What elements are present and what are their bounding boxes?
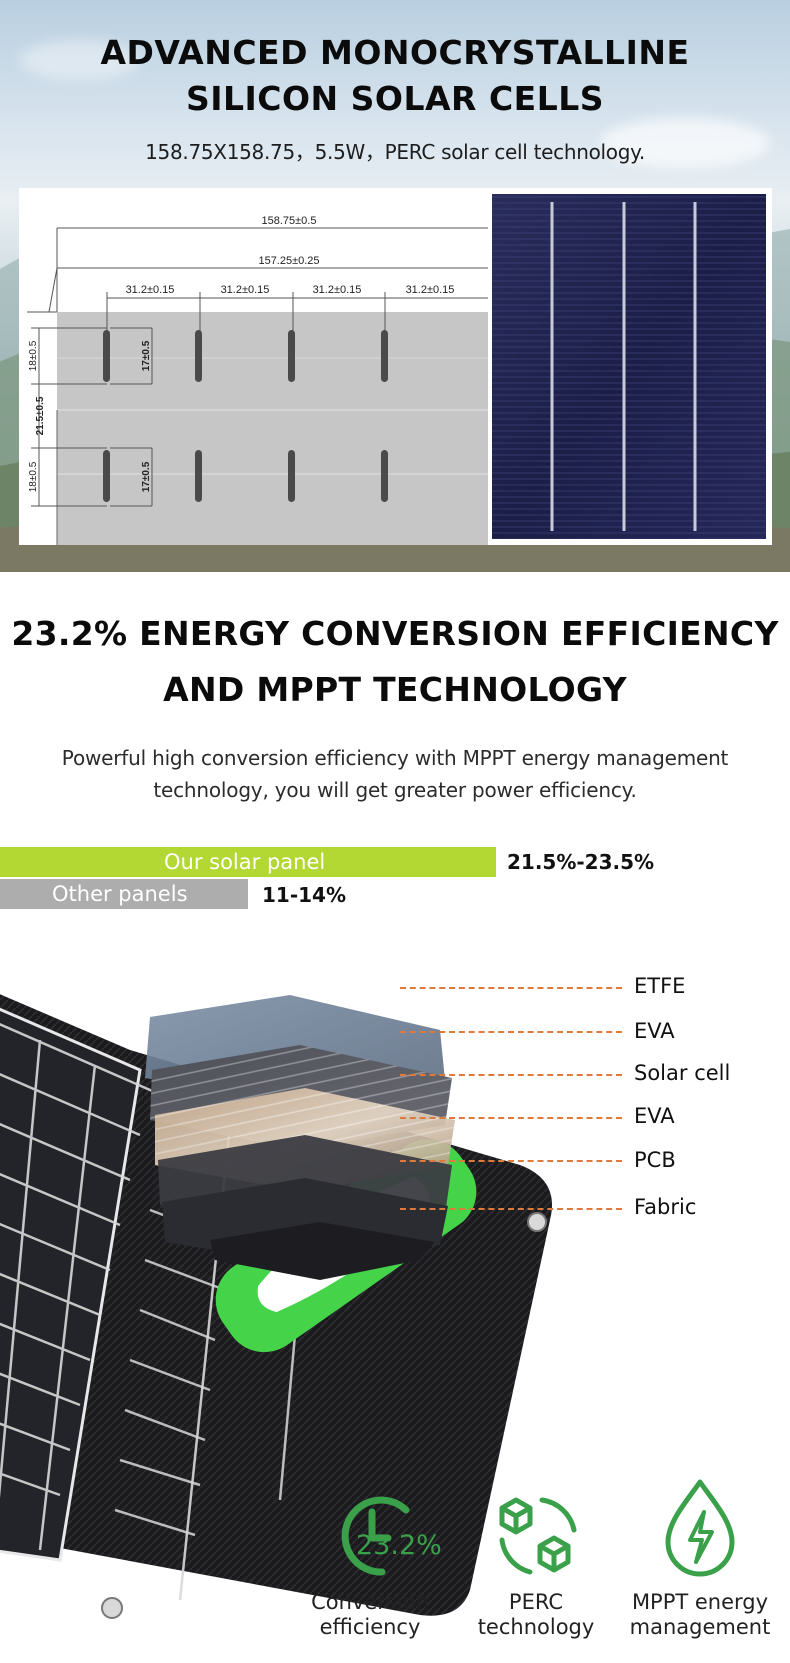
efficiency-title-line1: 23.2% ENERGY CONVERSION EFFICIENCY (11, 614, 779, 653)
our-panel-label: Our solar panel (164, 850, 326, 874)
hero-title-line1: ADVANCED MONOCRYSTALLINE (100, 33, 690, 72)
other-panel-label: Other panels (52, 882, 188, 906)
feature-perc-line2: technology (477, 1615, 595, 1639)
dim-outer-width: 158.75±0.5 (262, 215, 317, 227)
efficiency-badge: 23.2% (356, 1530, 442, 1561)
dim-segment-4: 31.2±0.15 (406, 284, 455, 296)
layer-label-solar-cell: Solar cell (634, 1061, 731, 1085)
panel-layers-illustration: ETFE EVA Solar cell EVA PCB Fabric (0, 960, 790, 1630)
dim-v-mid: 21.5±0.5 (35, 396, 46, 435)
leader-eva-1 (400, 1031, 622, 1033)
feature-perc-technology: PERC technology (466, 1590, 606, 1640)
drop-bolt-icon (662, 1478, 738, 1578)
layer-label-fabric: Fabric (634, 1195, 697, 1219)
other-panel-value: 11-14% (262, 883, 347, 907)
our-panel-bar: Our solar panel (0, 847, 496, 877)
other-panel-bar: Other panels (0, 879, 248, 909)
layer-label-pcb: PCB (634, 1148, 676, 1172)
dim-segment-3: 31.2±0.15 (313, 284, 362, 296)
dim-inner-width: 157.25±0.25 (258, 255, 319, 267)
cell-dimension-diagram: 158.75±0.5 157.25±0.25 31.2±0.15 31.2±0.… (19, 188, 490, 545)
layer-fabric (210, 1222, 435, 1280)
efficiency-title: 23.2% ENERGY CONVERSION EFFICIENCY AND M… (0, 606, 790, 718)
dim-v-bottom: 18±0.5 (28, 461, 39, 492)
solar-cell-photo (488, 188, 772, 545)
layer-label-eva-2: EVA (634, 1104, 675, 1128)
dim-bar-top: 17±0.5 (141, 340, 152, 371)
clock-efficiency-icon (326, 1488, 446, 1584)
hero-banner: ADVANCED MONOCRYSTALLINE SILICON SOLAR C… (0, 0, 790, 572)
layer-label-eva-1: EVA (634, 1019, 675, 1043)
hero-subtitle: 158.75X158.75，5.5W，PERC solar cell techn… (145, 140, 645, 164)
feature-perc-line1: PERC (508, 1590, 564, 1614)
feature-conversion-efficiency: Conversion efficiency (300, 1590, 440, 1640)
efficiency-title-line2: AND MPPT TECHNOLOGY (163, 670, 627, 709)
leader-fabric (400, 1208, 622, 1210)
leader-solar-cell (400, 1074, 622, 1076)
dim-segment-2: 31.2±0.15 (221, 284, 270, 296)
efficiency-description: Powerful high conversion efficiency with… (0, 742, 790, 806)
feature-mppt-line2: management (629, 1615, 771, 1639)
efficiency-desc-line2: technology, you will get greater power e… (153, 778, 637, 802)
leader-etfe (400, 987, 622, 989)
dim-v-top: 18±0.5 (28, 340, 39, 371)
our-panel-value: 21.5%-23.5% (507, 850, 655, 874)
efficiency-desc-line1: Powerful high conversion efficiency with… (61, 746, 729, 770)
cubes-cycle-icon (494, 1488, 584, 1584)
grommet-bottom (101, 1597, 123, 1619)
leader-eva-2 (400, 1117, 622, 1119)
feature-mppt-line1: MPPT energy (631, 1590, 769, 1614)
feature-mppt-management: MPPT energy management (622, 1590, 778, 1640)
leader-pcb (400, 1160, 622, 1162)
grommet-top (527, 1212, 547, 1232)
feature-conversion-line1: Conversion (311, 1590, 429, 1614)
dim-bar-bottom: 17±0.5 (141, 461, 152, 492)
dim-segment-1: 31.2±0.15 (126, 284, 175, 296)
layer-label-etfe: ETFE (634, 974, 686, 998)
hero-title: ADVANCED MONOCRYSTALLINE SILICON SOLAR C… (0, 30, 790, 122)
feature-conversion-line2: efficiency (319, 1615, 421, 1639)
hero-title-line2: SILICON SOLAR CELLS (185, 79, 605, 118)
